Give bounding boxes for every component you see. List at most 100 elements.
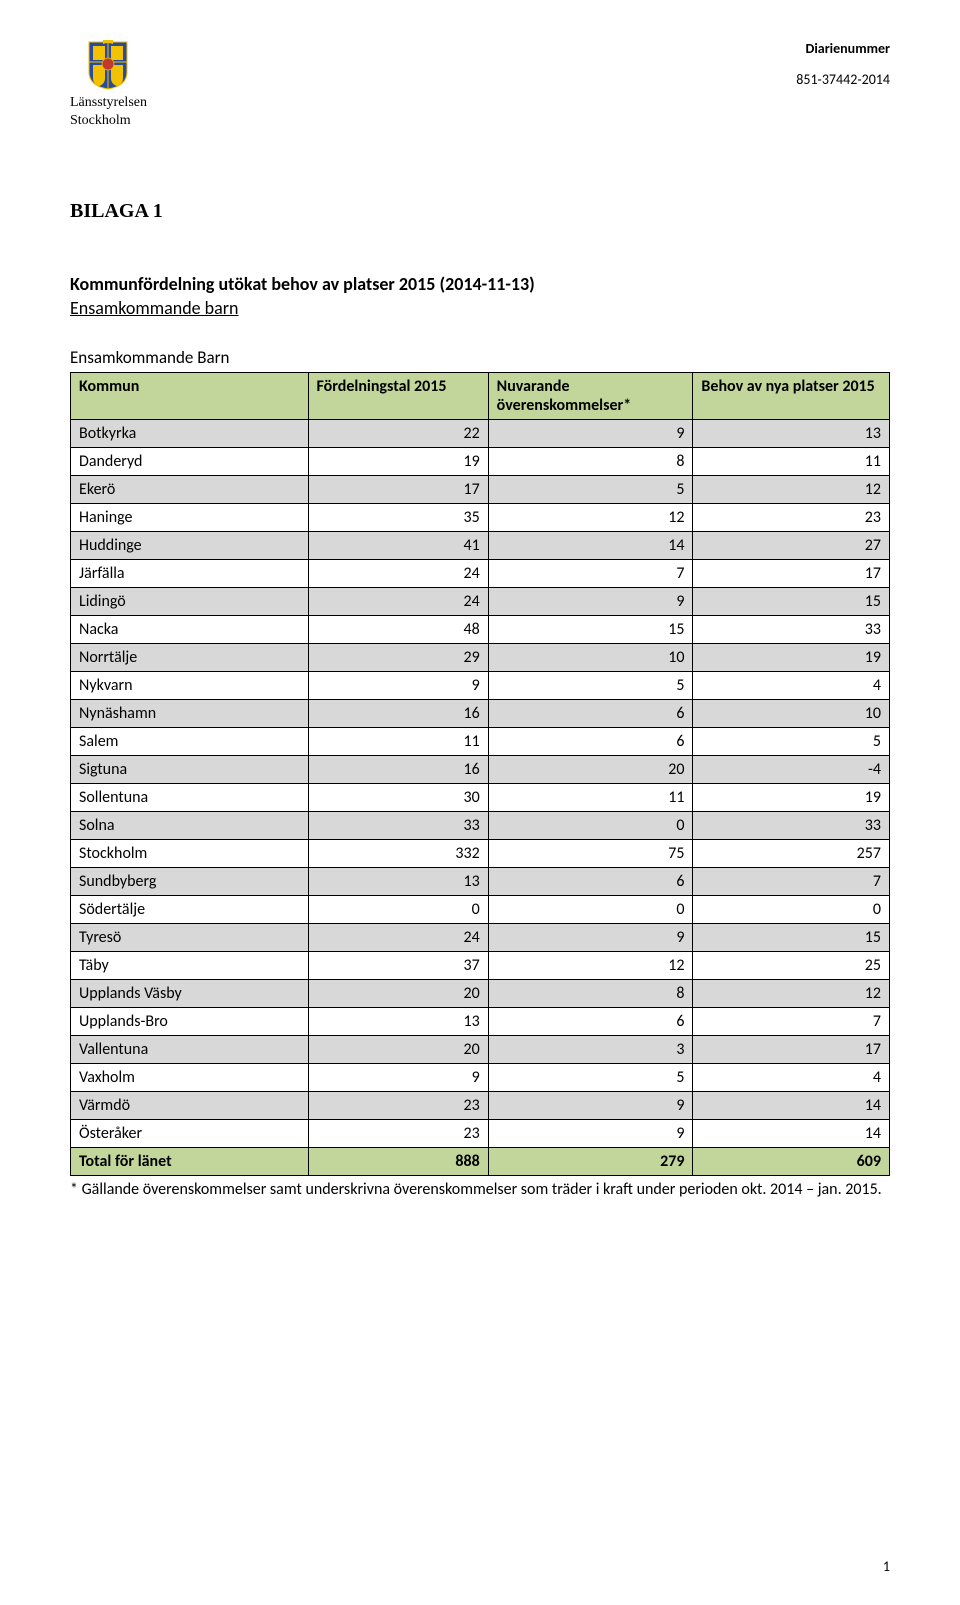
- logo-block: Länsstyrelsen Stockholm: [70, 40, 147, 130]
- table-cell: Danderyd: [71, 448, 309, 476]
- diarie-label: Diarienummer: [796, 40, 890, 57]
- table-row: Värmdö23914: [71, 1092, 890, 1120]
- page-number: 1: [883, 1558, 890, 1575]
- table-cell: 7: [693, 1008, 890, 1036]
- table-row: Norrtälje291019: [71, 644, 890, 672]
- table-cell: Tyresö: [71, 924, 309, 952]
- table-cell: 6: [488, 868, 693, 896]
- table-cell: 11: [488, 784, 693, 812]
- table-cell: Solna: [71, 812, 309, 840]
- table-header-row: KommunFördelningstal 2015Nuvarande övere…: [71, 373, 890, 420]
- main-title: Kommunfördelning utökat behov av platser…: [70, 273, 890, 295]
- table-cell: Vaxholm: [71, 1064, 309, 1092]
- table-cell: 6: [488, 728, 693, 756]
- table-cell: 6: [488, 700, 693, 728]
- table-cell: 24: [308, 588, 488, 616]
- table-row: Solna33033: [71, 812, 890, 840]
- table-cell: 12: [693, 476, 890, 504]
- table-row: Vaxholm954: [71, 1064, 890, 1092]
- table-cell: 11: [308, 728, 488, 756]
- table-cell: 0: [693, 896, 890, 924]
- table-row: Österåker23914: [71, 1120, 890, 1148]
- table-cell: 30: [308, 784, 488, 812]
- table-total-row: Total för länet888279609: [71, 1148, 890, 1176]
- table-cell: Ekerö: [71, 476, 309, 504]
- table-cell: 0: [488, 896, 693, 924]
- table-cell: 12: [488, 504, 693, 532]
- table-cell: 5: [488, 672, 693, 700]
- table-cell: 17: [693, 1036, 890, 1064]
- table-total-cell: 609: [693, 1148, 890, 1176]
- table-cell: 15: [693, 588, 890, 616]
- table-cell: 16: [308, 756, 488, 784]
- table-cell: Haninge: [71, 504, 309, 532]
- table-row: Järfälla24717: [71, 560, 890, 588]
- table-cell: Sollentuna: [71, 784, 309, 812]
- table-cell: 12: [488, 952, 693, 980]
- table-cell: 15: [693, 924, 890, 952]
- table-cell: 10: [693, 700, 890, 728]
- table-cell: 9: [488, 420, 693, 448]
- table-cell: 24: [308, 560, 488, 588]
- table-cell: 8: [488, 980, 693, 1008]
- table-cell: 23: [693, 504, 890, 532]
- org-name: Länsstyrelsen Stockholm: [70, 94, 147, 130]
- table-body: Botkyrka22913Danderyd19811Ekerö17512Hani…: [71, 420, 890, 1176]
- table-cell: 9: [308, 672, 488, 700]
- org-line1: Länsstyrelsen: [70, 94, 147, 112]
- table-total-cell: 279: [488, 1148, 693, 1176]
- footnote: * Gällande överenskommelser samt undersk…: [70, 1180, 890, 1201]
- table-row: Danderyd19811: [71, 448, 890, 476]
- table-row: Nykvarn954: [71, 672, 890, 700]
- table-cell: Norrtälje: [71, 644, 309, 672]
- table-cell: Sigtuna: [71, 756, 309, 784]
- table-header-cell: Fördelningstal 2015: [308, 373, 488, 420]
- table-row: Salem1165: [71, 728, 890, 756]
- header-right: Diarienummer 851-37442-2014: [796, 40, 890, 88]
- document-header: Länsstyrelsen Stockholm Diarienummer 851…: [70, 40, 890, 130]
- table-cell: 33: [693, 616, 890, 644]
- table-cell: Lidingö: [71, 588, 309, 616]
- table-total-cell: Total för länet: [71, 1148, 309, 1176]
- table-row: Upplands Väsby20812: [71, 980, 890, 1008]
- table-cell: 25: [693, 952, 890, 980]
- table-row: Södertälje000: [71, 896, 890, 924]
- bilaga-heading: BILAGA 1: [70, 200, 890, 223]
- table-cell: Södertälje: [71, 896, 309, 924]
- table-cell: 257: [693, 840, 890, 868]
- table-cell: 27: [693, 532, 890, 560]
- table-row: Vallentuna20317: [71, 1036, 890, 1064]
- table-cell: 17: [693, 560, 890, 588]
- table-cell: 75: [488, 840, 693, 868]
- table-cell: 11: [693, 448, 890, 476]
- table-cell: Värmdö: [71, 1092, 309, 1120]
- table-cell: 33: [693, 812, 890, 840]
- table-cell: 8: [488, 448, 693, 476]
- table-cell: 9: [488, 924, 693, 952]
- table-cell: 15: [488, 616, 693, 644]
- table-cell: 13: [693, 420, 890, 448]
- table-cell: 10: [488, 644, 693, 672]
- table-cell: 6: [488, 1008, 693, 1036]
- table-cell: 9: [488, 1092, 693, 1120]
- table-cell: 33: [308, 812, 488, 840]
- table-cell: 14: [693, 1092, 890, 1120]
- table-cell: 19: [693, 644, 890, 672]
- table-caption: Ensamkommande Barn: [70, 347, 890, 368]
- table-row: Haninge351223: [71, 504, 890, 532]
- table-cell: 17: [308, 476, 488, 504]
- table-cell: 9: [488, 588, 693, 616]
- table-row: Botkyrka22913: [71, 420, 890, 448]
- table-row: Nynäshamn16610: [71, 700, 890, 728]
- table-cell: 19: [693, 784, 890, 812]
- table-cell: Huddinge: [71, 532, 309, 560]
- table-cell: Täby: [71, 952, 309, 980]
- table-cell: 20: [308, 1036, 488, 1064]
- table-row: Tyresö24915: [71, 924, 890, 952]
- diarie-value: 851-37442-2014: [796, 71, 890, 88]
- table-cell: 22: [308, 420, 488, 448]
- table-cell: 4: [693, 672, 890, 700]
- table-cell: 19: [308, 448, 488, 476]
- table-row: Huddinge411427: [71, 532, 890, 560]
- table-cell: 23: [308, 1120, 488, 1148]
